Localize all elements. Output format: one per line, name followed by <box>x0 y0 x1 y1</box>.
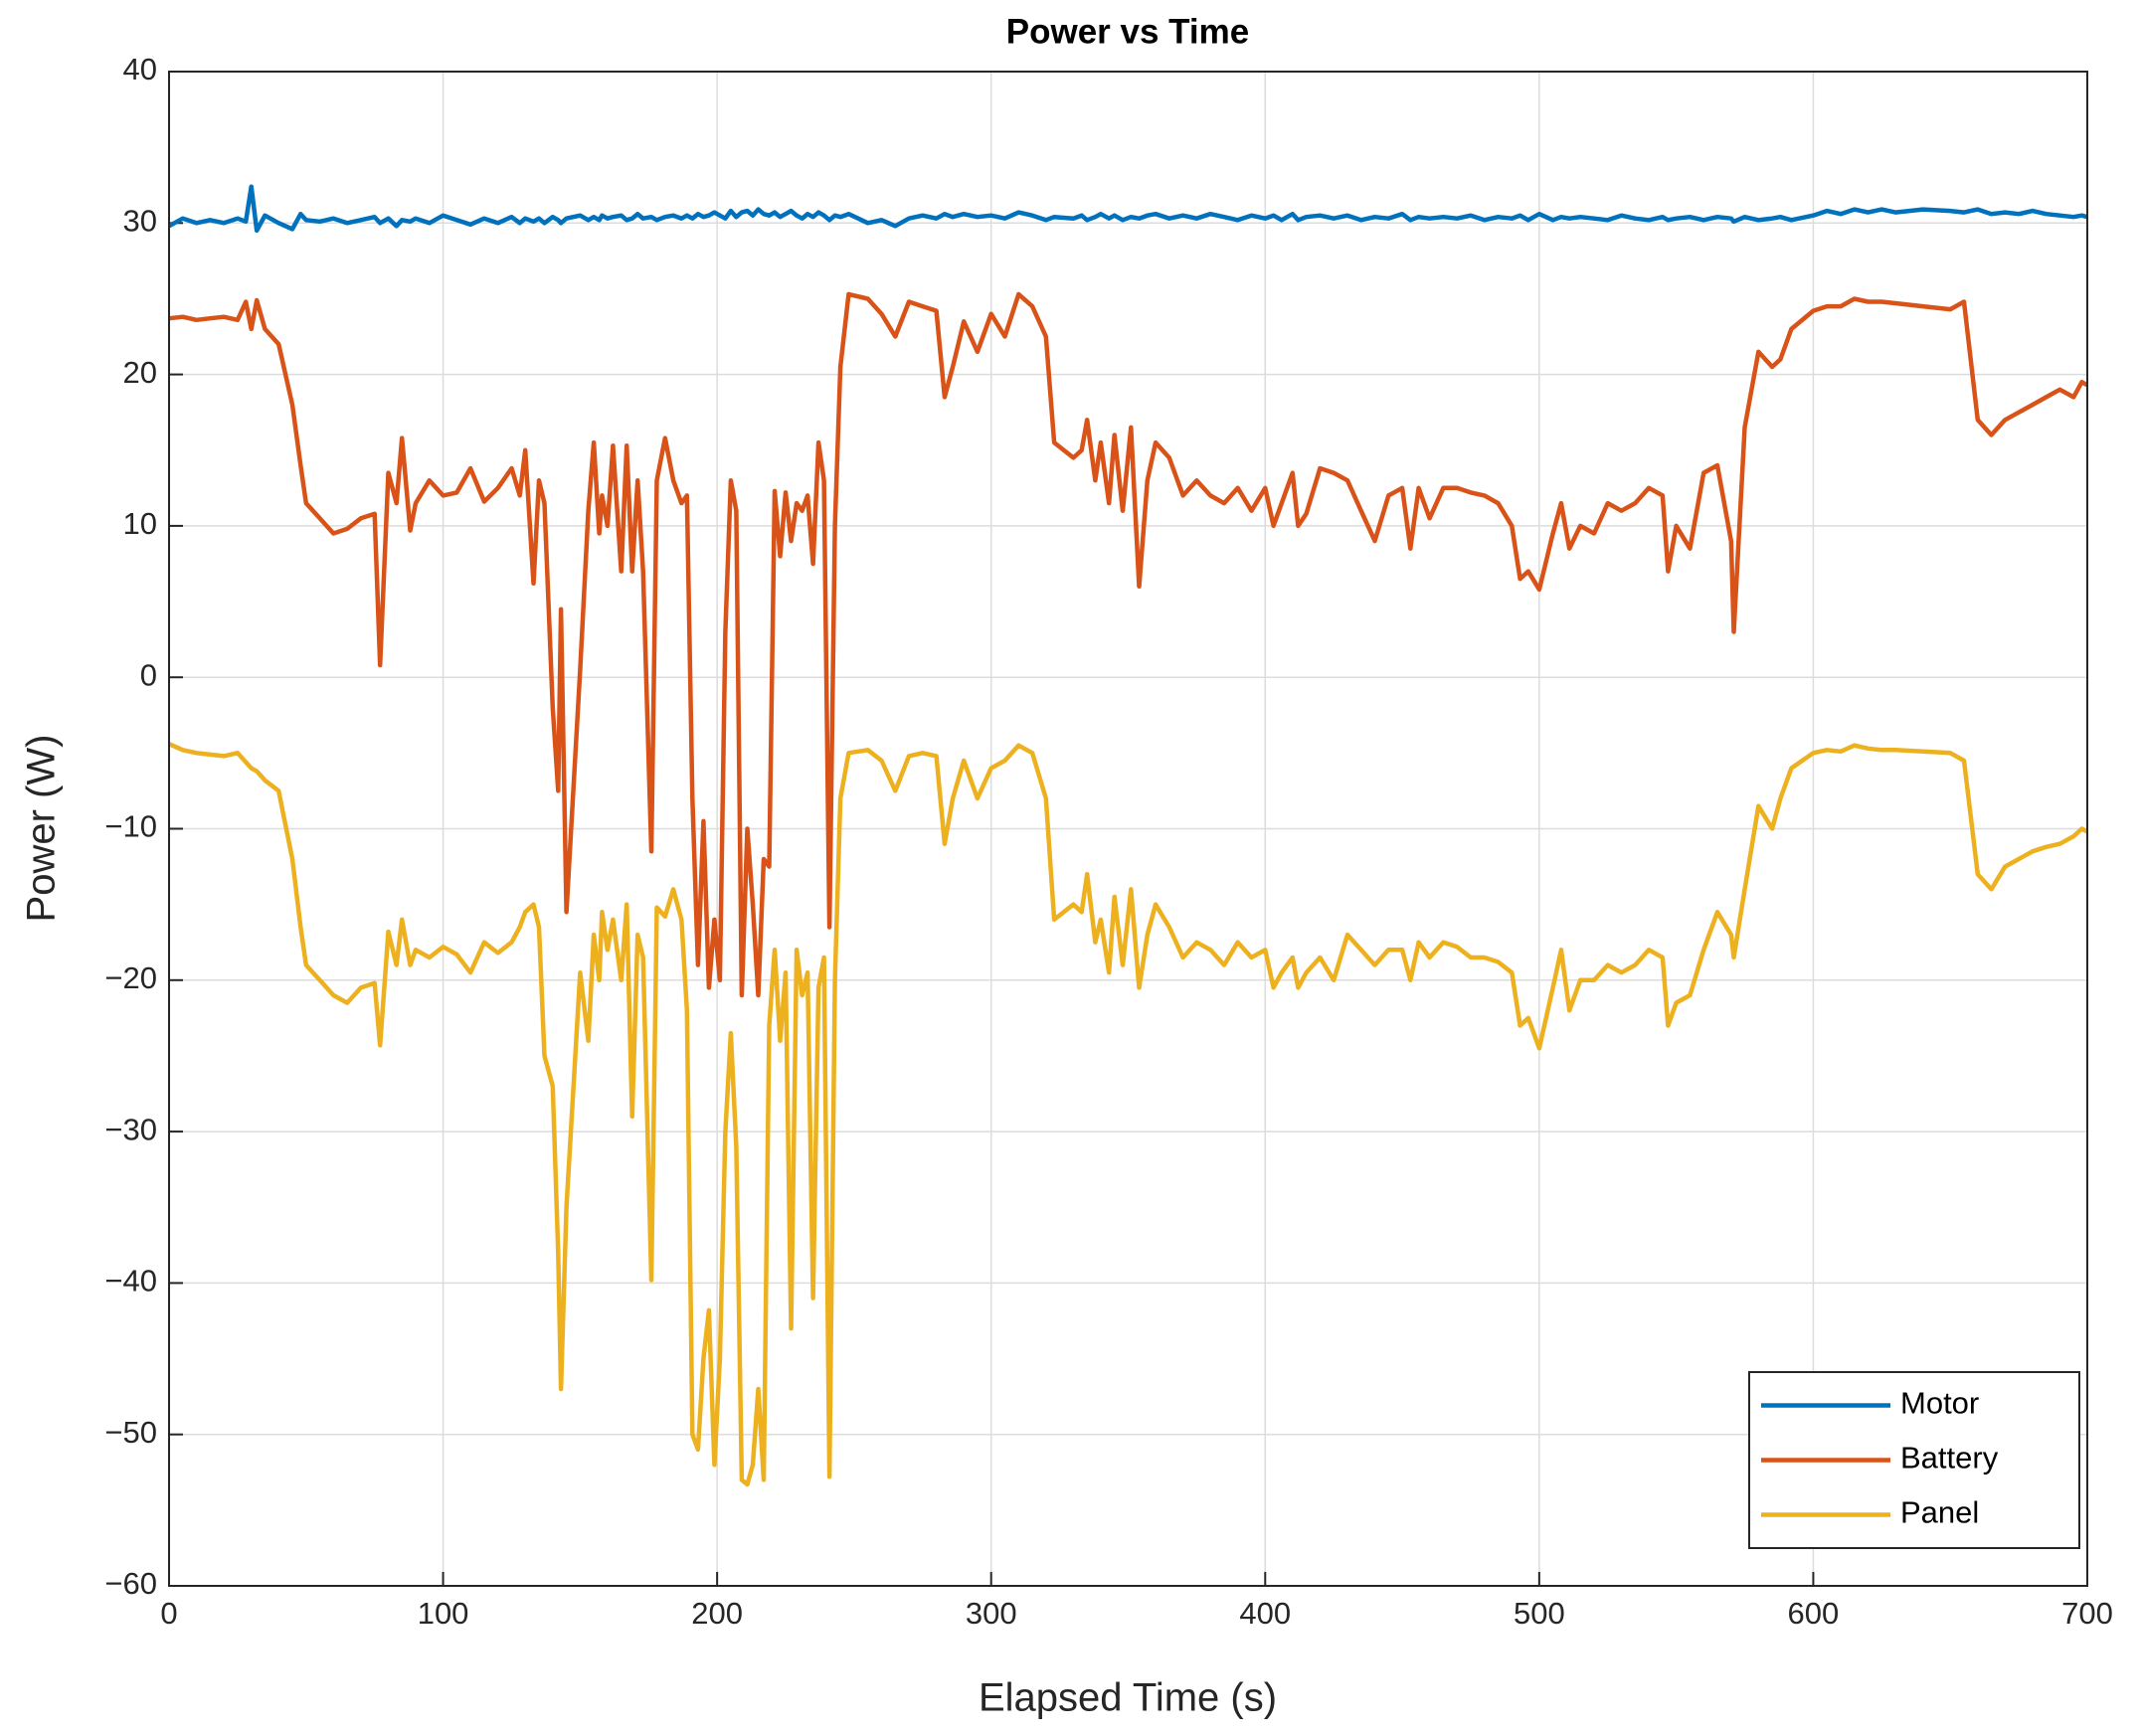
legend-label: Motor <box>1900 1386 1979 1421</box>
series-line <box>167 184 2088 234</box>
x-axis-label: Elapsed Time (s) <box>979 1676 1277 1720</box>
y-tick-label: −10 <box>104 809 157 844</box>
legend-label: Battery <box>1900 1441 1999 1476</box>
x-tick-label: 300 <box>966 1596 1017 1631</box>
chart-title: Power vs Time <box>1006 12 1249 51</box>
y-tick-label: 0 <box>140 657 157 692</box>
x-tick-label: 100 <box>418 1596 469 1631</box>
x-tick-label: 600 <box>1788 1596 1840 1631</box>
y-tick-label: −40 <box>104 1264 157 1299</box>
y-tick-label: 40 <box>123 52 157 87</box>
y-tick-label: −50 <box>104 1415 157 1450</box>
y-tick-label: −20 <box>104 960 157 995</box>
x-tick-label: 0 <box>160 1596 177 1631</box>
y-axis-label: Power (W) <box>20 735 64 923</box>
series-line <box>168 742 2089 1487</box>
series-line <box>168 291 2089 998</box>
y-tick-label: 30 <box>123 203 157 238</box>
x-tick-label: 700 <box>2061 1596 2113 1631</box>
y-tick-label: −30 <box>104 1112 157 1146</box>
axes-box <box>168 71 2088 1587</box>
y-tick-label: 20 <box>123 355 157 390</box>
x-tick-label: 500 <box>1514 1596 1565 1631</box>
y-tick-label: −60 <box>104 1566 157 1601</box>
x-tick-label: 400 <box>1239 1596 1291 1631</box>
legend-label: Panel <box>1900 1495 1979 1530</box>
y-tick-label: 10 <box>123 506 157 541</box>
x-tick-label: 200 <box>691 1596 743 1631</box>
